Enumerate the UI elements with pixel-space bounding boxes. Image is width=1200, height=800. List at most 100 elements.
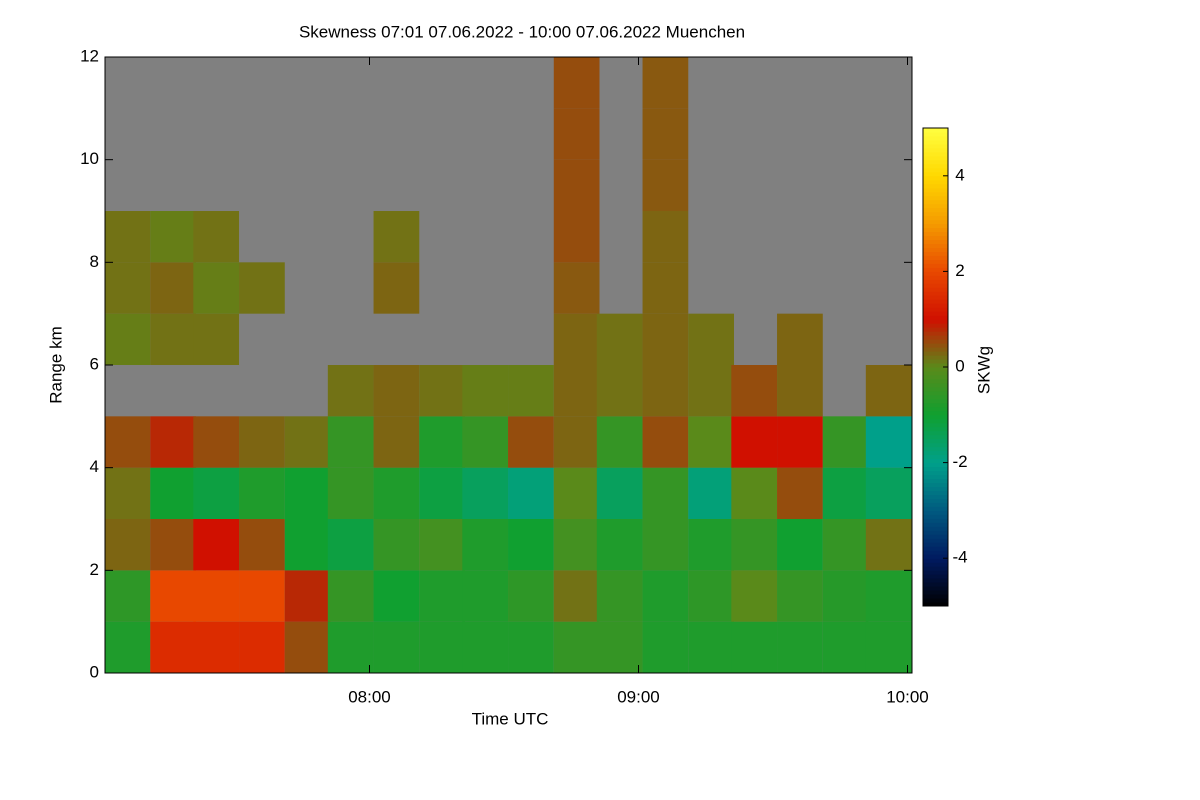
heatmap-cell — [777, 519, 823, 571]
heatmap-cell — [105, 262, 151, 314]
colorbar-swatch — [923, 582, 948, 587]
colorbar-swatch — [923, 574, 948, 579]
heatmap-cell — [731, 416, 778, 468]
colorbar-swatch — [923, 155, 948, 161]
heatmap-cell — [105, 570, 151, 622]
colorbar-swatch — [923, 347, 948, 352]
heatmap-cell — [642, 519, 689, 571]
colorbar-tick-label: 4 — [955, 165, 964, 184]
colorbar-swatch — [923, 215, 948, 221]
heatmap-cell — [327, 365, 374, 417]
heatmap-cell — [508, 467, 554, 519]
heatmap-cell — [462, 519, 509, 571]
heatmap-cell — [284, 416, 331, 468]
colorbar-swatch — [923, 163, 948, 169]
heatmap-cell — [865, 621, 912, 673]
heatmap-cell — [462, 467, 509, 519]
colorbar-swatch — [923, 283, 948, 288]
y-tick-label: 0 — [90, 662, 99, 681]
colorbar-swatch — [923, 239, 948, 245]
heatmap-cell — [553, 57, 600, 109]
heatmap-cell — [822, 416, 869, 468]
colorbar-swatch — [923, 247, 948, 252]
heatmap-cell — [373, 365, 420, 417]
colorbar-swatch — [923, 594, 948, 599]
colorbar-swatch — [923, 223, 948, 229]
colorbar-swatch — [923, 538, 948, 543]
colorbar-swatch — [923, 382, 948, 388]
heatmap-cell — [822, 570, 869, 622]
colorbar-swatch — [923, 147, 948, 153]
heatmap-cell — [193, 621, 240, 673]
heatmap-cell — [688, 313, 735, 365]
heatmap-cell — [105, 519, 151, 571]
heatmap-cell — [327, 416, 374, 468]
colorbar-swatch — [923, 203, 948, 209]
colorbar-swatch — [923, 442, 948, 448]
heatmap-cell — [822, 467, 869, 519]
colorbar-swatch — [923, 590, 948, 595]
heatmap-cell — [553, 570, 600, 622]
colorbar-swatch — [923, 171, 948, 177]
colorbar-swatch — [923, 378, 948, 384]
heatmap-cell — [462, 621, 509, 673]
colorbar-swatch — [923, 422, 948, 428]
colorbar-swatch — [923, 167, 948, 173]
heatmap-cell — [777, 621, 823, 673]
colorbar-swatch — [923, 502, 948, 507]
colorbar-swatch — [923, 438, 948, 444]
heatmap-cell — [731, 365, 778, 417]
colorbar-swatch — [923, 323, 948, 328]
heatmap-cell — [688, 467, 735, 519]
colorbar-swatch — [923, 478, 948, 484]
y-tick-label: 10 — [80, 149, 99, 168]
colorbar-swatch — [923, 550, 948, 555]
heatmap-cell — [462, 570, 509, 622]
heatmap-cell — [419, 416, 466, 468]
heatmap-cell — [688, 519, 735, 571]
colorbar-swatch — [923, 227, 948, 233]
heatmap-cell — [150, 262, 197, 314]
heatmap-cell — [865, 467, 912, 519]
heatmap-cell — [596, 467, 643, 519]
colorbar-swatch — [923, 370, 948, 376]
colorbar-swatch — [923, 586, 948, 591]
colorbar-swatch — [923, 542, 948, 547]
colorbar-swatch — [923, 458, 948, 464]
heatmap-cell — [327, 467, 374, 519]
y-tick-label: 6 — [90, 354, 99, 373]
heatmap-cell — [777, 467, 823, 519]
heatmap-cell — [688, 570, 735, 622]
colorbar-swatch — [923, 510, 948, 515]
x-tick-label: 09:00 — [617, 687, 660, 706]
heatmap-cell — [508, 416, 554, 468]
colorbar-swatch — [923, 355, 948, 360]
heatmap-cell — [508, 621, 554, 673]
heatmap-cell — [150, 621, 197, 673]
heatmap-cell — [688, 365, 735, 417]
heatmap-cell — [150, 519, 197, 571]
colorbar-swatch — [923, 434, 948, 440]
heatmap-cell — [731, 467, 778, 519]
heatmap-cell — [596, 621, 643, 673]
colorbar-swatch — [923, 191, 948, 197]
colorbar-swatch — [923, 303, 948, 308]
colorbar-swatch — [923, 398, 948, 404]
colorbar-swatch — [923, 219, 948, 225]
colorbar-swatch — [923, 243, 948, 248]
colorbar-swatch — [923, 211, 948, 217]
colorbar-swatch — [923, 490, 948, 495]
heatmap-cell — [373, 570, 420, 622]
heatmap-cell — [193, 519, 240, 571]
heatmap-cell — [596, 365, 643, 417]
colorbar-swatch — [923, 255, 948, 260]
y-tick-label: 12 — [80, 46, 99, 65]
colorbar-swatch — [923, 470, 948, 476]
colorbar-swatch — [923, 307, 948, 312]
heatmap-cell — [193, 416, 240, 468]
heatmap-cell — [596, 570, 643, 622]
heatmap-cell — [239, 570, 285, 622]
heatmap-cell — [419, 365, 466, 417]
heatmap-cell — [239, 621, 285, 673]
heatmap-cell — [239, 467, 285, 519]
